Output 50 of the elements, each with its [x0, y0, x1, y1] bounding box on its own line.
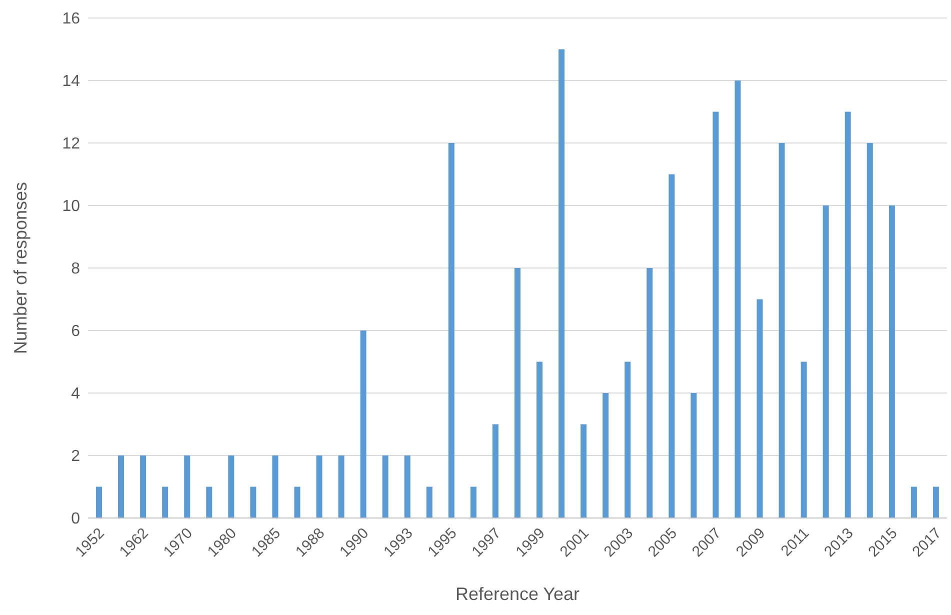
y-tick-label: 16	[62, 10, 80, 28]
bar	[316, 456, 322, 518]
bar	[470, 486, 476, 518]
bar	[250, 486, 256, 518]
bar	[712, 112, 719, 518]
bar	[690, 393, 697, 518]
bar	[162, 486, 168, 518]
bar	[96, 486, 102, 518]
y-tick-label: 2	[71, 448, 80, 466]
bar	[844, 112, 851, 518]
bar	[448, 143, 454, 518]
y-axis-title: Number of responses	[10, 182, 30, 354]
bar	[668, 174, 675, 518]
bar	[624, 362, 631, 518]
bar	[580, 424, 587, 518]
bar	[822, 206, 829, 518]
bar	[426, 486, 432, 518]
bar	[294, 486, 300, 518]
y-tick-label: 4	[71, 386, 80, 403]
bar	[206, 486, 212, 518]
bar	[800, 362, 807, 518]
bar	[140, 456, 146, 518]
bar	[888, 206, 895, 518]
bar	[404, 456, 410, 518]
bar	[492, 424, 498, 518]
y-tick-label: 12	[62, 136, 80, 153]
bar	[118, 456, 124, 518]
bar	[338, 456, 344, 518]
bar	[228, 456, 234, 518]
bar	[756, 299, 763, 518]
bar	[272, 456, 278, 518]
x-axis-title: Reference Year	[455, 584, 580, 604]
bar	[536, 362, 543, 518]
bar	[734, 80, 741, 518]
bar	[184, 456, 190, 518]
bar	[866, 143, 873, 518]
y-tick-label: 8	[71, 260, 80, 278]
y-tick-label: 0	[71, 510, 80, 528]
bar	[558, 49, 565, 518]
bar	[646, 268, 653, 518]
bar	[778, 143, 785, 518]
bar	[514, 268, 520, 518]
bar	[602, 393, 609, 518]
bar	[910, 486, 917, 518]
y-tick-label: 6	[71, 323, 80, 340]
y-tick-label: 14	[62, 73, 80, 90]
bar	[932, 486, 939, 518]
y-tick-label: 10	[62, 198, 80, 216]
bar	[360, 330, 366, 518]
bar	[382, 456, 388, 518]
